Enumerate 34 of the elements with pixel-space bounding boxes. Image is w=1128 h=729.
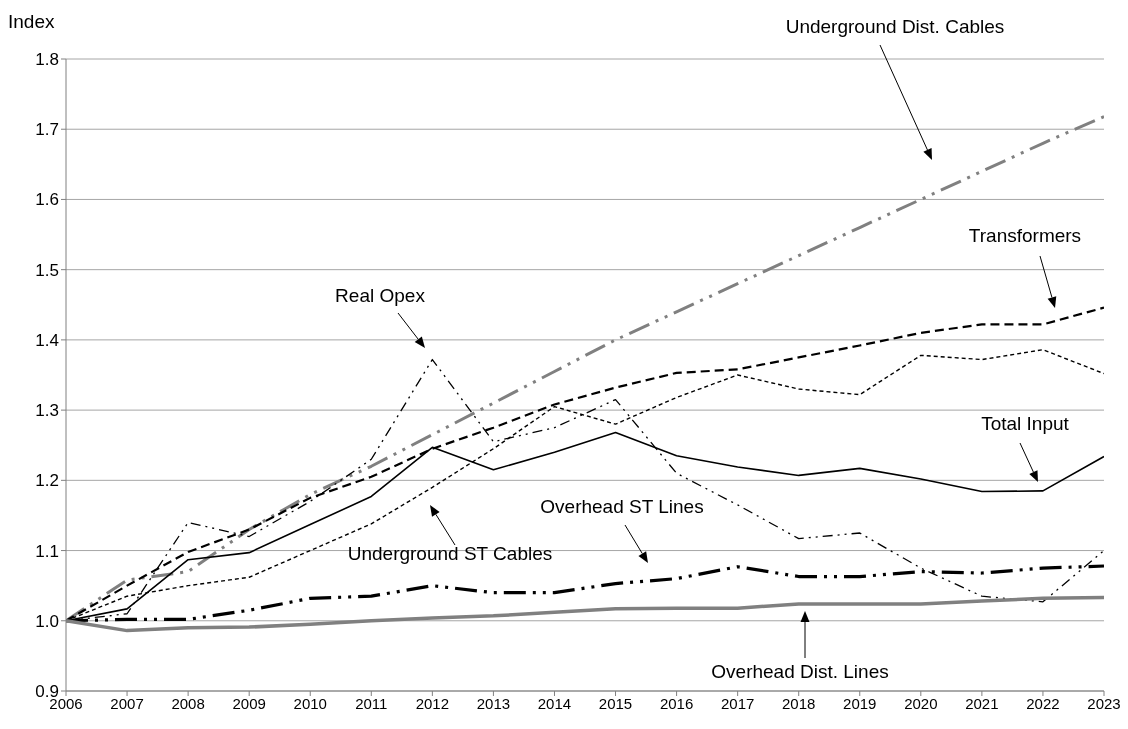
y-tick-label: 1.0 <box>35 611 59 631</box>
x-tick-label: 2011 <box>355 694 388 712</box>
x-tick-label: 2010 <box>293 694 327 712</box>
y-tick-label: 1.7 <box>35 120 59 140</box>
y-tick-label: 1.6 <box>35 190 59 210</box>
x-tick-label: 2016 <box>659 694 694 712</box>
x-tick-label: 2022 <box>1026 694 1060 712</box>
x-tick-label: 2013 <box>476 694 511 712</box>
x-tick-label: 2023 <box>1087 694 1121 712</box>
annotation: Total Input <box>981 413 1070 435</box>
annotation: Underground ST Cables <box>347 543 553 565</box>
y-tick-label: 1.5 <box>35 260 59 280</box>
y-axis-title: Index <box>8 11 55 32</box>
x-tick-label: 2014 <box>537 694 572 712</box>
annotation: Real Opex <box>335 285 426 307</box>
y-tick-label: 1.1 <box>35 541 59 561</box>
x-tick-label: 2019 <box>843 694 877 712</box>
x-tick-label: 2007 <box>110 694 144 712</box>
x-tick-label: 2018 <box>782 694 816 712</box>
x-tick-label: 2020 <box>904 694 938 712</box>
annotation: Transformers <box>968 225 1082 247</box>
y-tick-label: 1.8 <box>35 50 59 70</box>
x-tick-label: 2017 <box>720 694 755 712</box>
y-tick-label: 1.2 <box>35 471 59 491</box>
x-tick-label: 2021 <box>965 694 999 712</box>
y-tick-label: 1.4 <box>35 330 59 350</box>
x-tick-label: 2012 <box>415 694 450 712</box>
x-tick-label: 2008 <box>171 694 205 712</box>
x-tick-label: 2015 <box>598 694 633 712</box>
y-tick-label: 1.3 <box>35 401 59 421</box>
annotation: Overhead Dist. Lines <box>711 661 889 683</box>
annotation: Overhead ST Lines <box>540 496 704 518</box>
x-tick-label: 2009 <box>232 694 266 712</box>
text: Underground Dist. Cables <box>785 16 1005 38</box>
